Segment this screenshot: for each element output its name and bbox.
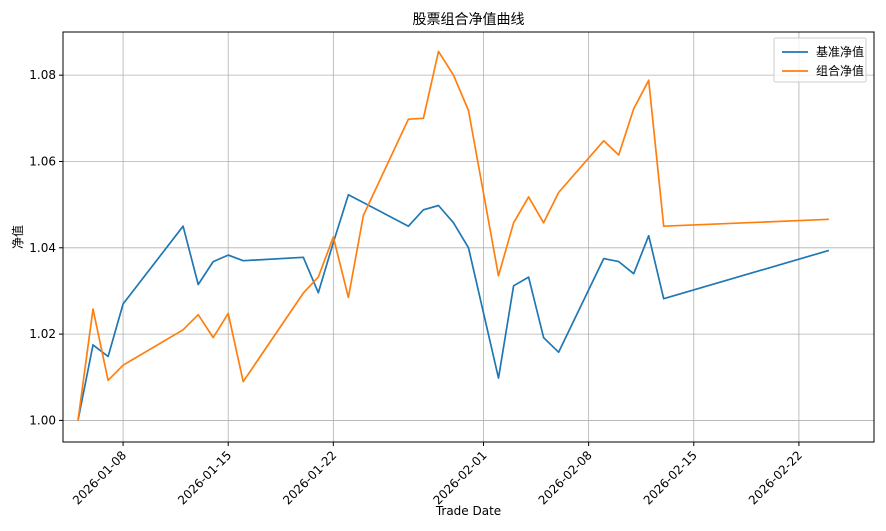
series-line-benchmark — [77, 193, 830, 421]
y-tick-label: 1.04 — [29, 241, 56, 255]
y-tick-label: 1.00 — [29, 413, 56, 427]
legend-label: 基准净值 — [816, 44, 864, 59]
y-tick-label: 1.06 — [29, 154, 56, 168]
y-tick-label: 1.02 — [29, 327, 56, 341]
y-tick-label: 1.08 — [29, 68, 56, 82]
plot-frame — [62, 31, 875, 443]
grid — [63, 32, 874, 442]
chart-title: 股票组合净值曲线 — [413, 12, 525, 28]
y-axis-ticks: 1.00 1.02 1.04 1.06 1.08 — [29, 68, 63, 427]
y-axis-label: 净值 — [10, 225, 25, 249]
series-layer — [77, 50, 830, 421]
x-axis-label: Trade Date — [435, 504, 501, 518]
legend-label: 组合净值 — [816, 63, 864, 78]
series-line-portfolio — [77, 50, 829, 421]
